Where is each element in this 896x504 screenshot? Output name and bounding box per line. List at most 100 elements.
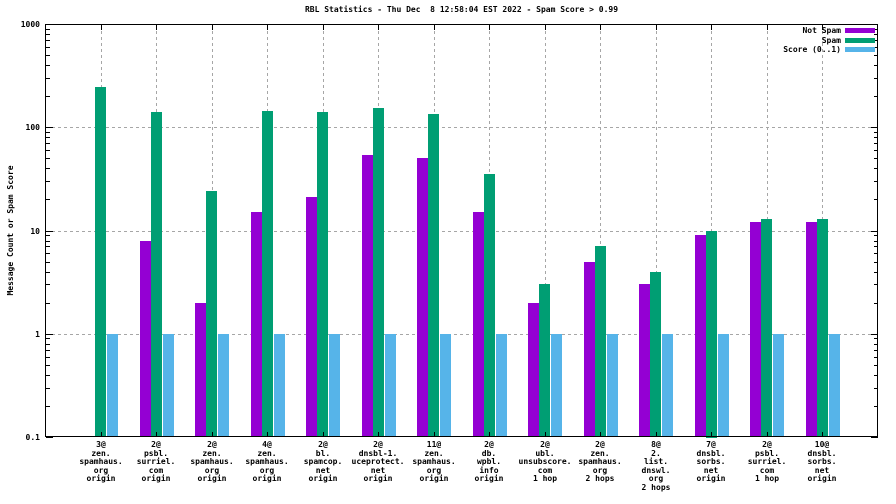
score-bar: [662, 334, 673, 437]
spam-bar: [95, 87, 106, 437]
x-bottom-tick: [101, 432, 102, 437]
y-minor-tick: [46, 235, 50, 236]
y-major-tick: [46, 24, 53, 25]
x-tick-label: 2@ zen. spamhaus. org origin: [190, 440, 234, 483]
x-bottom-tick: [656, 432, 657, 437]
x-bottom-tick: [378, 432, 379, 437]
legend-entry-label: Not Spam: [802, 26, 841, 36]
y-tick-label: 100: [25, 123, 40, 132]
x-tick-label: 11@ zen. spamhaus. org origin: [412, 440, 456, 483]
y-minor-tick: [874, 47, 878, 48]
y-minor-tick: [46, 40, 50, 41]
y-minor-tick: [874, 272, 878, 273]
score-bar: [829, 334, 840, 437]
y-minor-tick: [874, 338, 878, 339]
y-major-tick: [46, 437, 53, 438]
x-bottom-tick: [212, 432, 213, 437]
x-tick-label: 2@ psbl. surriel. com origin: [136, 440, 176, 483]
x-top-tick: [212, 25, 213, 30]
y-minor-tick: [46, 78, 50, 79]
score-bar: [440, 334, 451, 437]
spam-bar: [539, 284, 550, 437]
y-major-tick: [46, 334, 53, 335]
x-bottom-tick: [600, 432, 601, 437]
x-bottom-tick: [434, 432, 435, 437]
y-minor-tick: [46, 246, 50, 247]
x-top-tick: [434, 25, 435, 30]
x-gridline: [545, 25, 546, 436]
y-minor-tick: [874, 303, 878, 304]
y-minor-tick: [874, 29, 878, 30]
not-spam-bar: [528, 303, 539, 437]
x-tick-label: 3@ zen. spamhaus. org origin: [79, 440, 123, 483]
x-bottom-tick: [711, 432, 712, 437]
y-tick-label: 0.1: [25, 433, 40, 442]
not-spam-bar: [695, 235, 706, 437]
y-major-tick: [871, 437, 878, 438]
y-major-tick: [46, 231, 53, 232]
spam-bar: [373, 108, 384, 437]
y-minor-tick: [46, 344, 50, 345]
x-bottom-tick: [489, 432, 490, 437]
x-bottom-tick: [767, 432, 768, 437]
y-minor-tick: [874, 168, 878, 169]
x-top-tick: [101, 25, 102, 30]
spam-bar: [317, 112, 328, 437]
not-spam-bar: [362, 155, 373, 437]
y-major-tick: [871, 127, 878, 128]
y-gridline: [46, 231, 877, 232]
y-minor-tick: [46, 199, 50, 200]
y-minor-tick: [46, 34, 50, 35]
y-minor-tick: [874, 150, 878, 151]
x-top-tick: [156, 25, 157, 30]
not-spam-bar: [140, 241, 151, 437]
y-minor-tick: [874, 40, 878, 41]
y-minor-tick: [46, 406, 50, 407]
legend: Not Spam Spam Score (0..1): [783, 26, 875, 54]
y-minor-tick: [46, 272, 50, 273]
x-tick-label: 8@ 2. list. dnswl. org 2 hops: [641, 440, 671, 492]
y-minor-tick: [874, 365, 878, 366]
y-minor-tick: [874, 137, 878, 138]
legend-entry-label: Spam: [821, 35, 841, 45]
y-minor-tick: [46, 168, 50, 169]
x-tick-label: 7@ dnsbl. sorbs. net origin: [696, 440, 726, 483]
x-tick-label: 10@ dnsbl. sorbs. net origin: [807, 440, 837, 483]
y-minor-tick: [874, 284, 878, 285]
not-spam-bar: [639, 284, 650, 437]
y-minor-tick: [46, 253, 50, 254]
x-top-tick: [545, 25, 546, 30]
y-minor-tick: [46, 137, 50, 138]
x-top-tick: [600, 25, 601, 30]
x-bottom-tick: [822, 432, 823, 437]
y-minor-tick: [46, 96, 50, 97]
y-minor-tick: [874, 132, 878, 133]
y-minor-tick: [46, 29, 50, 30]
score-bar: [385, 334, 396, 437]
y-major-tick: [871, 334, 878, 335]
y-minor-tick: [874, 375, 878, 376]
y-minor-tick: [874, 143, 878, 144]
y-minor-tick: [874, 344, 878, 345]
legend-color-swatch: [845, 46, 875, 52]
y-gridline: [46, 127, 877, 128]
spam-bar: [262, 111, 273, 437]
score-bar: [607, 334, 618, 437]
not-spam-bar: [750, 222, 761, 437]
y-minor-tick: [46, 338, 50, 339]
x-gridline: [656, 25, 657, 436]
x-top-tick: [767, 25, 768, 30]
y-minor-tick: [46, 388, 50, 389]
score-bar: [107, 334, 118, 437]
y-minor-tick: [874, 96, 878, 97]
y-major-tick: [46, 127, 53, 128]
y-minor-tick: [46, 365, 50, 366]
x-tick-label: 2@ ubl. unsubscore. com 1 hop: [518, 440, 572, 483]
y-minor-tick: [874, 158, 878, 159]
spam-bar: [206, 191, 217, 437]
not-spam-bar: [251, 212, 262, 437]
spam-bar: [428, 114, 439, 437]
x-top-tick: [378, 25, 379, 30]
y-minor-tick: [874, 65, 878, 66]
